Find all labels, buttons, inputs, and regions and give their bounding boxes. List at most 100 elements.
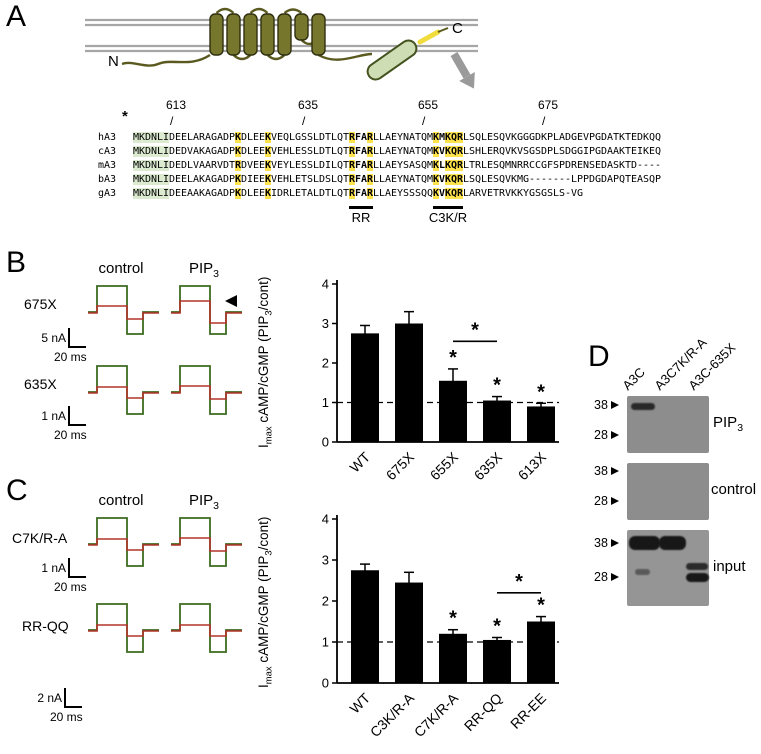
residue: R — [475, 188, 482, 199]
residue: V — [505, 132, 512, 143]
residue: D — [535, 132, 542, 143]
residue: V — [505, 188, 512, 199]
cgmp-trace — [171, 603, 242, 653]
residue: A — [205, 132, 212, 143]
residue: A — [385, 132, 392, 143]
residue: Q — [499, 174, 506, 185]
residue: Q — [649, 174, 656, 185]
residue: - — [649, 160, 656, 171]
residue: A — [217, 188, 224, 199]
residue: S — [301, 132, 308, 143]
residue: G — [211, 132, 218, 143]
y-tick-label: 4 — [322, 512, 329, 527]
sig-asterisk: * — [493, 375, 501, 397]
residue: C — [529, 160, 536, 171]
highlighted-segment — [417, 29, 441, 45]
residue: S — [613, 160, 620, 171]
residue: V — [505, 146, 512, 157]
panel-b-label: B — [6, 246, 27, 279]
residue: L — [289, 160, 296, 171]
residue: - — [643, 160, 650, 171]
residue: D — [223, 174, 230, 185]
pip3-text: PIP — [713, 414, 738, 431]
scale-current-b2: 1 nA — [41, 409, 66, 423]
residue: A — [193, 188, 200, 199]
residue: R — [367, 146, 374, 157]
bar-675X — [395, 323, 423, 442]
residue: Q — [451, 132, 458, 143]
blot-band — [686, 573, 709, 582]
residue: L — [331, 174, 338, 185]
residue: - — [535, 174, 542, 185]
residue: K — [139, 146, 146, 157]
residue: L — [463, 188, 470, 199]
residue: K — [517, 188, 524, 199]
residue: H — [283, 146, 290, 157]
residue: E — [487, 160, 494, 171]
mw-value: 38 — [594, 464, 608, 478]
residue: G — [571, 132, 578, 143]
residue: G — [595, 174, 602, 185]
residue: Y — [397, 132, 404, 143]
residue: Q — [499, 146, 506, 157]
pip3-text: PIP — [188, 492, 214, 509]
residue: S — [493, 132, 500, 143]
residue: V — [193, 160, 200, 171]
residue: Q — [421, 132, 428, 143]
residue: L — [289, 174, 296, 185]
residue: A — [409, 174, 416, 185]
residue: S — [307, 146, 314, 157]
position-marker-tick: / — [170, 114, 174, 128]
residue: D — [223, 132, 230, 143]
y-tick-label: 3 — [322, 316, 329, 331]
residue: D — [241, 132, 248, 143]
residue: P — [229, 146, 236, 157]
residue: L — [373, 146, 380, 157]
residue: Q — [337, 188, 344, 199]
residue: S — [307, 174, 314, 185]
residue: V — [271, 146, 278, 157]
residue: E — [487, 188, 494, 199]
residue: E — [253, 146, 260, 157]
residue: E — [487, 174, 494, 185]
residue: T — [493, 188, 500, 199]
residue: Q — [499, 132, 506, 143]
residue: E — [649, 146, 656, 157]
residue: L — [373, 174, 380, 185]
arrow-right-icon — [610, 497, 619, 505]
trace-c7kr-a-pip3 — [171, 517, 242, 567]
residue: T — [301, 188, 308, 199]
residue: N — [403, 174, 410, 185]
residue: S — [415, 188, 422, 199]
trace-row-label-675x: 675X — [24, 296, 57, 312]
scale-bar-c1 — [68, 558, 86, 578]
residue: S — [325, 174, 332, 185]
residue: S — [535, 146, 542, 157]
residue: - — [565, 174, 572, 185]
residue: V — [439, 188, 446, 199]
residue: P — [655, 174, 662, 185]
ylabel-end: /cont) — [256, 516, 271, 551]
blot-pip3 — [627, 396, 709, 453]
species-label: gA3 — [98, 188, 117, 199]
residue: G — [211, 174, 218, 185]
residue: D — [319, 160, 326, 171]
residue: Q — [421, 160, 428, 171]
residue: Y — [397, 188, 404, 199]
bar-C7K/R-A — [439, 633, 467, 683]
residue: M — [133, 188, 140, 199]
residue: K — [235, 188, 242, 199]
blot-band — [629, 536, 660, 550]
category-label: C3K/R-A — [367, 689, 418, 740]
residue: E — [175, 146, 182, 157]
camp-trace — [88, 538, 159, 551]
blot-band — [635, 569, 650, 575]
residue: P — [583, 174, 590, 185]
position-marker-613: 613 — [165, 98, 187, 112]
residue: A — [205, 146, 212, 157]
y-tick-label: 0 — [322, 676, 329, 691]
mw-value: 28 — [594, 494, 608, 508]
residue: G — [211, 146, 218, 157]
residue: M — [427, 146, 434, 157]
